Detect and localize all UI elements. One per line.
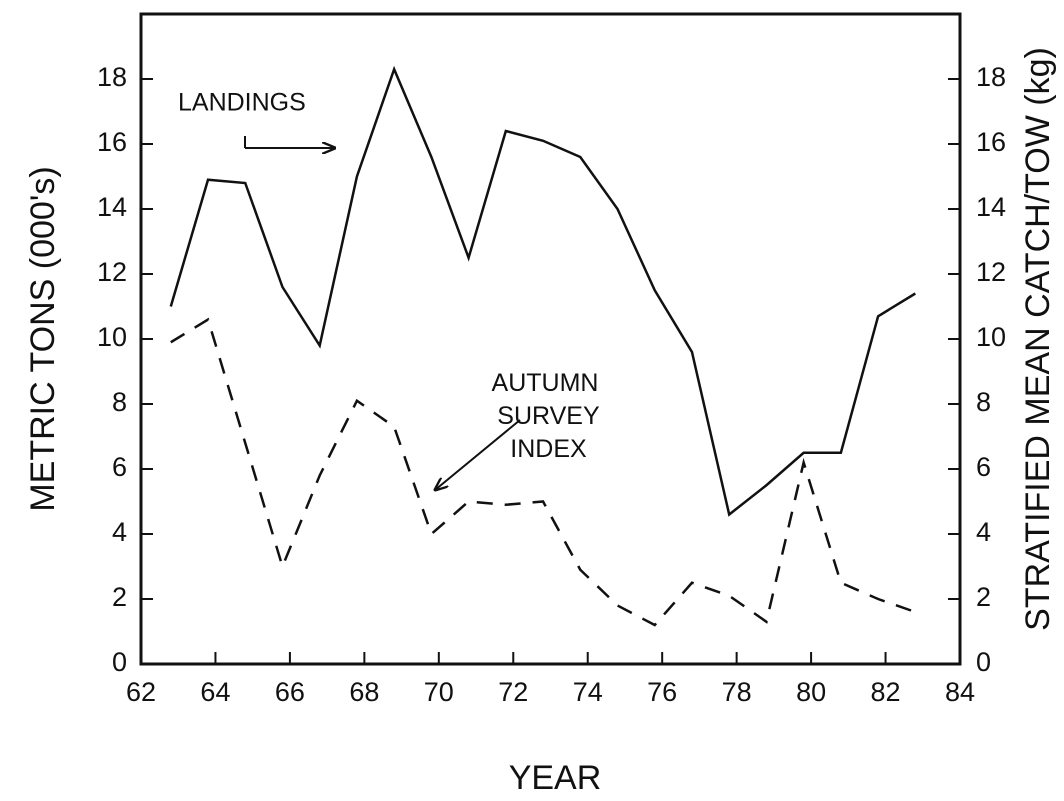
y2-tick-label: 2 xyxy=(976,582,991,612)
x-tick-label: 80 xyxy=(796,677,826,707)
y2-tick-label: 18 xyxy=(976,62,1006,92)
annotation-line: AUTUMN xyxy=(492,369,599,397)
x-axis-label: YEAR xyxy=(509,759,602,797)
y2-tick-label: 8 xyxy=(976,387,991,417)
y-tick-label: 16 xyxy=(97,127,127,157)
x-tick-label: 76 xyxy=(647,677,677,707)
y-tick-label: 6 xyxy=(112,452,127,482)
y-tick-label: 4 xyxy=(112,517,127,547)
y2-tick-label: 12 xyxy=(976,257,1006,287)
y-tick-label: 12 xyxy=(97,257,127,287)
y-tick-label: 14 xyxy=(97,192,127,222)
y-tick-label: 18 xyxy=(97,62,127,92)
annotation-line: INDEX xyxy=(503,435,587,463)
x-tick-label: 78 xyxy=(722,677,752,707)
annotation-arrow xyxy=(435,419,521,490)
x-tick-label: 70 xyxy=(424,677,454,707)
y-tick-label: 8 xyxy=(112,387,127,417)
y2-tick-label: 0 xyxy=(976,647,991,677)
series-annotation: AUTUMN SURVEY INDEX xyxy=(490,369,600,463)
x-tick-label: 64 xyxy=(200,677,230,707)
x-tick-label: 74 xyxy=(573,677,603,707)
y2-tick-label: 16 xyxy=(976,127,1006,157)
x-tick-label: 62 xyxy=(126,677,156,707)
x-tick-label: 66 xyxy=(275,677,305,707)
y2-tick-label: 14 xyxy=(976,192,1006,222)
y-tick-label: 2 xyxy=(112,582,127,612)
y-tick-label: 0 xyxy=(112,647,127,677)
data-line xyxy=(170,317,916,627)
x-tick-label: 72 xyxy=(498,677,528,707)
series-annotation: LANDINGS xyxy=(178,89,306,117)
y2-tick-label: 4 xyxy=(976,517,991,547)
y-tick-label: 10 xyxy=(97,322,127,352)
y2-axis-label: STRATIFIED MEAN CATCH/TOW (kg) xyxy=(1019,47,1057,631)
x-tick-label: 84 xyxy=(945,677,975,707)
x-tick-label: 82 xyxy=(871,677,901,707)
x-tick-label: 68 xyxy=(349,677,379,707)
data-line xyxy=(169,65,916,517)
y2-tick-label: 6 xyxy=(976,452,991,482)
annotation-line: SURVEY xyxy=(490,402,600,430)
y2-tick-label: 10 xyxy=(976,322,1006,352)
y-axis-label: METRIC TONS (000's) xyxy=(24,166,62,511)
